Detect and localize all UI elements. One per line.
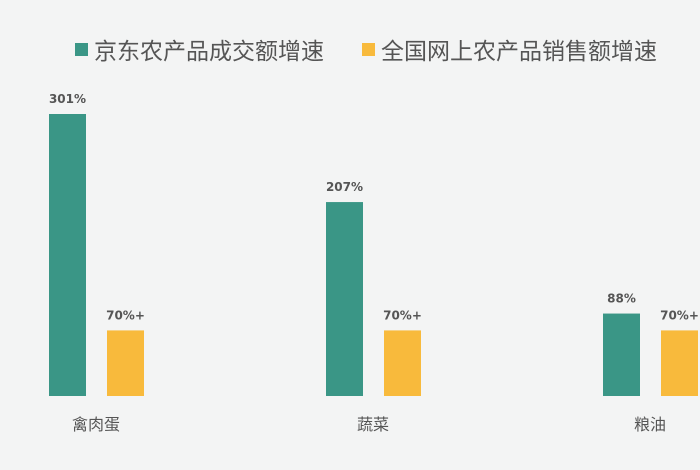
data-label: 207% — [326, 180, 363, 194]
bar — [603, 313, 640, 396]
legend-item-jd: 京东农产品成交额增速 — [75, 32, 324, 66]
legend-label: 京东农产品成交额增速 — [94, 39, 324, 65]
bar — [326, 202, 363, 396]
category-label: 禽肉蛋 — [72, 415, 120, 434]
data-label: 70%+ — [660, 308, 699, 322]
category-label: 粮油 — [634, 415, 666, 434]
data-label: 70%+ — [106, 308, 145, 322]
legend-label: 全国网上农产品销售额增速 — [381, 39, 657, 65]
legend: 京东农产品成交额增速 全国网上农产品销售额增速 — [75, 32, 657, 66]
bar — [49, 114, 86, 396]
legend-swatch — [75, 42, 88, 56]
bar — [384, 330, 421, 396]
legend-item-national: 全国网上农产品销售额增速 — [362, 32, 657, 66]
category-label: 蔬菜 — [357, 415, 389, 434]
data-label: 70%+ — [383, 308, 422, 322]
bar — [107, 330, 144, 396]
data-label: 301% — [49, 92, 86, 106]
data-label: 88% — [607, 292, 636, 306]
legend-swatch — [362, 42, 375, 56]
bar — [661, 330, 698, 396]
